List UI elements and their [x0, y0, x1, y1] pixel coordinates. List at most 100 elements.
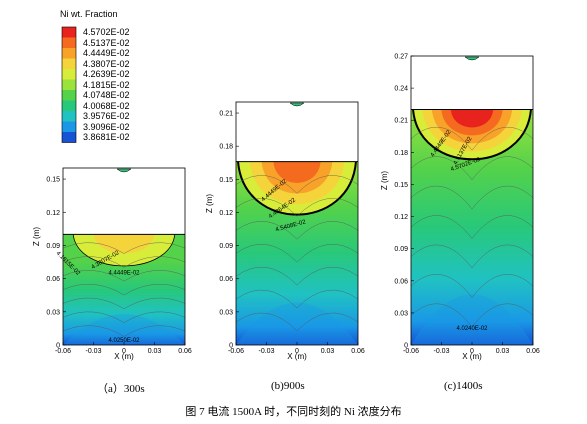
pool-boundary	[237, 161, 357, 216]
y-tick-label: 0.09	[394, 246, 408, 253]
legend-label: 4.3807E-02	[83, 58, 130, 69]
y-tick-label: 0.15	[219, 177, 233, 184]
contour-line	[62, 325, 186, 337]
caption-c: (c)1400s	[444, 380, 483, 392]
y-tick-label: 0.18	[219, 144, 233, 151]
y-tick-label: 0.12	[394, 214, 408, 221]
contour-line	[235, 221, 359, 240]
contour-line	[410, 215, 534, 239]
legend-label: 4.0068E-02	[83, 100, 130, 111]
contour-line	[410, 185, 534, 210]
contour-line	[410, 244, 534, 269]
y-tick-label: 0.12	[219, 210, 233, 217]
x-tick-label: 0.06	[526, 348, 540, 355]
caption-a: （a）300s	[97, 383, 145, 395]
legend-label: 4.2639E-02	[83, 69, 130, 79]
x-tick-label: -0.06	[228, 348, 244, 355]
y-tick-label: 0.09	[46, 243, 60, 250]
low-concentration-zone	[63, 314, 185, 345]
pool-boundary	[412, 109, 532, 161]
y-tick-label: 0.27	[394, 54, 408, 61]
legend-swatch	[62, 37, 76, 48]
x-tick-label: 0.06	[351, 348, 365, 355]
y-tick-label: 0.06	[394, 278, 408, 285]
contour-line	[62, 256, 186, 268]
x-tick-label: -0.06	[55, 348, 71, 355]
pool-contour-band	[450, 109, 494, 128]
y-tick-label: 0.12	[46, 210, 60, 217]
legend-swatch	[62, 132, 76, 143]
figure-caption: 图 7 电流 1500A 时，不同时刻的 Ni 浓度分布	[185, 406, 402, 418]
chart-panel-a: 4.3807E-024.4449E-024.1815E-024.0250E-02…	[32, 167, 192, 361]
y-tick-label: 0.21	[394, 118, 408, 125]
legend-swatch	[62, 90, 76, 101]
contour-line	[62, 311, 186, 323]
x-tick-label: 0	[295, 348, 299, 355]
y-tick-label: 0	[56, 343, 60, 350]
y-tick-label: 0.15	[394, 182, 408, 189]
x-tick-label: 0.03	[321, 348, 335, 355]
pool-contour-band	[273, 161, 321, 183]
legend-swatch	[62, 121, 76, 132]
contour-line	[235, 198, 359, 217]
legend-frame	[61, 26, 77, 143]
legend-swatch	[62, 58, 76, 69]
y-axis-label: Z (m)	[380, 171, 389, 190]
contour-line	[235, 243, 359, 263]
x-tick-label: -0.03	[434, 348, 450, 355]
contour-label: 4.0240E-02	[456, 326, 488, 332]
x-tick-label: 0	[122, 348, 126, 355]
legend-title: Ni wt. Fraction	[60, 9, 118, 19]
contour-line	[235, 266, 359, 286]
contour-line	[235, 175, 359, 194]
electrode-tip	[289, 102, 305, 107]
x-tick-label: -0.06	[403, 348, 419, 355]
contour-line	[410, 156, 534, 181]
x-tick-label: 0.06	[178, 348, 192, 355]
y-tick-label: 0.15	[46, 177, 60, 184]
pool-boundary	[72, 234, 176, 267]
x-axis-label: X (m)	[114, 352, 134, 361]
legend-swatch	[62, 69, 76, 80]
legend-label: 4.1815E-02	[83, 79, 130, 90]
contour-line	[410, 126, 534, 151]
legend-swatch	[62, 48, 76, 59]
y-tick-label: 0	[404, 343, 408, 350]
caption-b: (b)900s	[271, 380, 305, 392]
x-tick-label: 0.03	[148, 348, 162, 355]
y-tick-label: 0	[229, 343, 233, 350]
legend-swatch	[62, 100, 76, 111]
y-tick-label: 0.03	[46, 309, 60, 316]
legend-swatch	[62, 111, 76, 122]
x-tick-label: -0.03	[86, 348, 102, 355]
y-tick-label: 0.03	[219, 309, 233, 316]
contour-line	[62, 283, 186, 296]
electrode-tip	[464, 56, 480, 61]
legend-label: 3.8681E-02	[83, 132, 130, 142]
legend-label: 3.9096E-02	[83, 121, 130, 132]
x-tick-label: 0.03	[496, 348, 510, 355]
electrode-tip	[116, 168, 132, 173]
legend-swatch	[62, 27, 76, 38]
contour-label: 4.4449E-02	[108, 270, 140, 276]
x-axis-label: X (m)	[287, 352, 307, 361]
contour-line	[62, 297, 186, 310]
contour-line	[410, 274, 534, 298]
y-tick-label: 0.06	[46, 276, 60, 283]
legend-label: 4.5702E-02	[83, 27, 130, 37]
legend	[61, 26, 77, 143]
contour-line	[62, 242, 186, 254]
x-tick-label: 0	[470, 348, 474, 355]
y-tick-label: 0.21	[219, 111, 233, 118]
contour-line	[235, 312, 359, 332]
contour-line	[235, 289, 359, 309]
y-tick-label: 0.18	[394, 150, 408, 157]
y-axis-label: Z (m)	[205, 194, 214, 213]
y-tick-label: 0.06	[219, 276, 233, 283]
chart-panel-c: 4.4449E-02 4.5137E-024.5702E-024.0240E-02…	[380, 54, 540, 362]
y-tick-label: 0.24	[394, 86, 408, 93]
legend-label: 4.0748E-02	[83, 90, 130, 100]
contour-line	[410, 303, 534, 328]
legend-label: 4.5137E-02	[83, 37, 130, 48]
